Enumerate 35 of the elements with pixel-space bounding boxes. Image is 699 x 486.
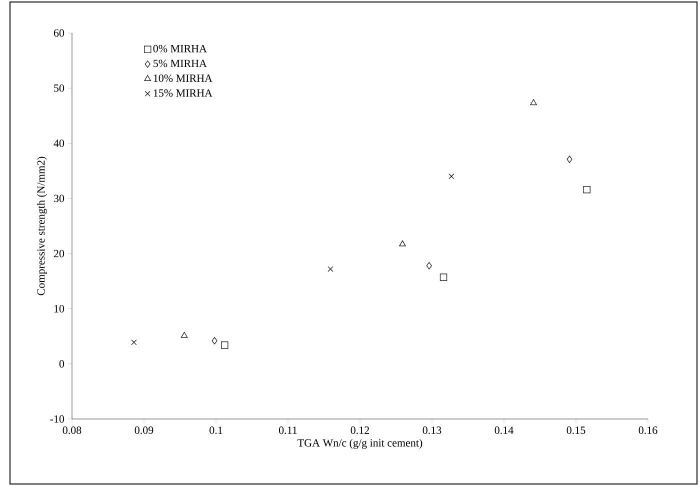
point (440, 274, 448, 281)
point (180, 332, 188, 338)
point (221, 342, 228, 349)
point (583, 186, 590, 194)
x-tick-label: 0.11 (279, 426, 297, 434)
x-tick-label: 0.08 (62, 426, 82, 434)
point (530, 99, 537, 106)
legend-label: 15% MIRHA (154, 89, 212, 97)
x-tick-label: 0.15 (566, 426, 586, 434)
y-axis-title: Compressive strength (N/mm2) (36, 156, 47, 296)
y-tick-label: -10 (50, 415, 64, 423)
legend-label: 10% MIRHA (154, 74, 212, 82)
x-tick-label: 0.16 (638, 426, 658, 434)
point (448, 174, 454, 180)
x-axis-title: TGA Wn/c (g/g init cement) (298, 438, 422, 449)
y-tick-label: 50 (54, 84, 64, 92)
y-tick-label: 10 (54, 305, 64, 312)
x-tick-label: 0.1 (210, 426, 222, 434)
point (566, 156, 572, 163)
legend-label: 5% MIRHA (154, 60, 207, 68)
x-tick-label: 0.14 (494, 426, 514, 434)
x-tick-label: 0.12 (350, 426, 370, 434)
y-tick-label: 30 (54, 194, 64, 202)
y-tick-label: 40 (54, 140, 64, 147)
legend-label: 0% MIRHA (153, 44, 207, 52)
y-tick-label: 20 (54, 250, 64, 258)
y-tick-label: 0 (59, 360, 64, 368)
point (131, 340, 137, 346)
x-tick-label: 0.13 (422, 426, 442, 434)
point (426, 262, 432, 270)
point (399, 240, 406, 246)
point (212, 337, 218, 344)
x-tick-label: 0.09 (134, 426, 154, 434)
point (328, 266, 334, 272)
y-tick-label: 60 (54, 29, 64, 37)
